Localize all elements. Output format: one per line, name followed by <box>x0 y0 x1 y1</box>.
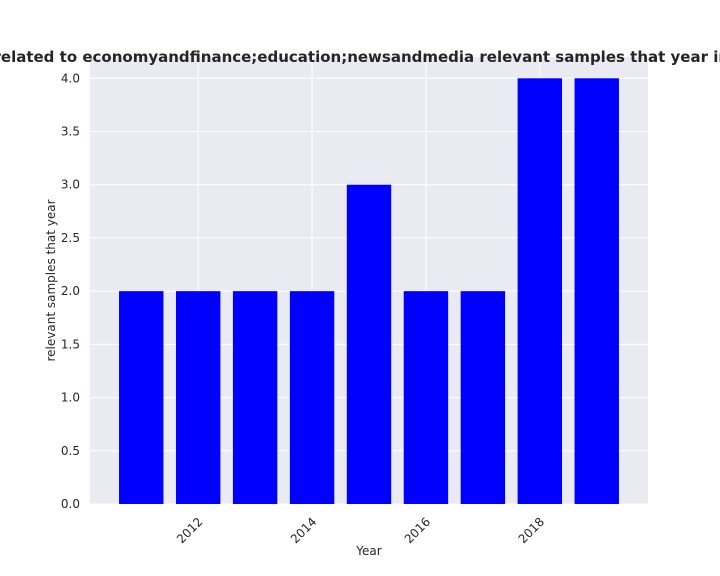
y-tick-label: 3.0 <box>61 178 80 192</box>
bar-2017 <box>460 291 506 504</box>
bar-2011 <box>119 291 164 504</box>
bar-2018 <box>517 78 563 505</box>
bars <box>119 78 619 505</box>
y-tick-label: 1.0 <box>61 391 80 405</box>
bar-2014 <box>289 291 335 504</box>
y-tick-label: 2.0 <box>61 284 80 298</box>
y-tick-label: 3.5 <box>61 125 80 139</box>
chart-title: are related to economyandfinance;educati… <box>0 48 720 66</box>
bar-2012 <box>175 291 221 504</box>
y-tick-label: 4.0 <box>61 71 80 85</box>
y-tick-label: 1.5 <box>61 337 80 351</box>
x-tick-label: 2012 <box>174 515 205 546</box>
x-tick-label: 2014 <box>288 515 319 546</box>
bar-2015 <box>346 184 392 504</box>
y-axis-ticks: 0.0 0.5 1.0 1.5 2.0 2.5 3.0 3.5 4.0 <box>61 71 80 511</box>
bar-2013 <box>232 291 278 504</box>
x-axis-label: Year <box>355 544 381 558</box>
y-axis-label: relevant samples that year <box>44 199 58 361</box>
x-tick-label: 2016 <box>402 515 433 546</box>
bar-2016 <box>403 291 449 504</box>
y-tick-label: 2.5 <box>61 231 80 245</box>
y-tick-label: 0.5 <box>61 444 80 458</box>
y-tick-label: 0.0 <box>61 497 80 511</box>
x-tick-label: 2018 <box>516 515 547 546</box>
bar-2019 <box>574 78 619 505</box>
x-axis-ticks: 2012 2014 2016 2018 <box>174 515 547 546</box>
